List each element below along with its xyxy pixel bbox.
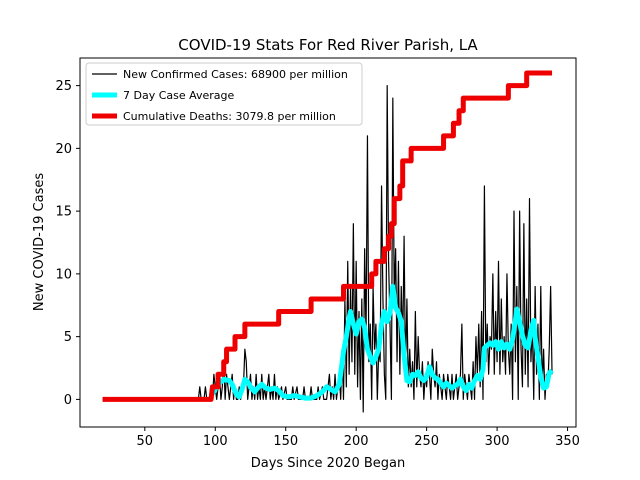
y-tick-label: 15	[55, 205, 72, 220]
x-tick-label: 200	[344, 434, 369, 449]
legend-label: 7 Day Case Average	[123, 89, 235, 102]
y-tick-label: 0	[64, 393, 72, 408]
y-tick-label: 5	[64, 330, 72, 345]
cumulative-deaths-line	[102, 70, 553, 402]
series-group	[102, 70, 554, 413]
x-axis: 50 100 150 200 250 300 350	[137, 427, 580, 449]
x-tick-label: 100	[203, 434, 228, 449]
x-tick-label: 50	[137, 434, 154, 449]
y-axis-title: New COVID-19 Cases	[32, 173, 47, 311]
x-tick-label: 300	[485, 434, 510, 449]
chart-title: COVID-19 Stats For Red River Parish, LA	[178, 36, 478, 54]
y-tick-label: 20	[55, 142, 72, 157]
seven-day-average-line	[208, 283, 554, 401]
legend-label: Cumulative Deaths: 3079.8 per million	[123, 110, 336, 123]
x-axis-title: Days Since 2020 Began	[251, 456, 406, 471]
x-tick-label: 150	[273, 434, 298, 449]
y-axis: 0 5 10 15 20 25	[55, 79, 80, 408]
x-tick-label: 250	[414, 434, 439, 449]
legend: New Confirmed Cases: 68900 per million 7 …	[85, 62, 363, 126]
x-tick-label: 350	[555, 434, 580, 449]
legend-box	[85, 62, 363, 126]
plot-frame	[79, 57, 577, 428]
y-tick-label: 25	[55, 79, 72, 94]
legend-label: New Confirmed Cases: 68900 per million	[123, 68, 348, 81]
y-tick-label: 10	[55, 267, 72, 282]
